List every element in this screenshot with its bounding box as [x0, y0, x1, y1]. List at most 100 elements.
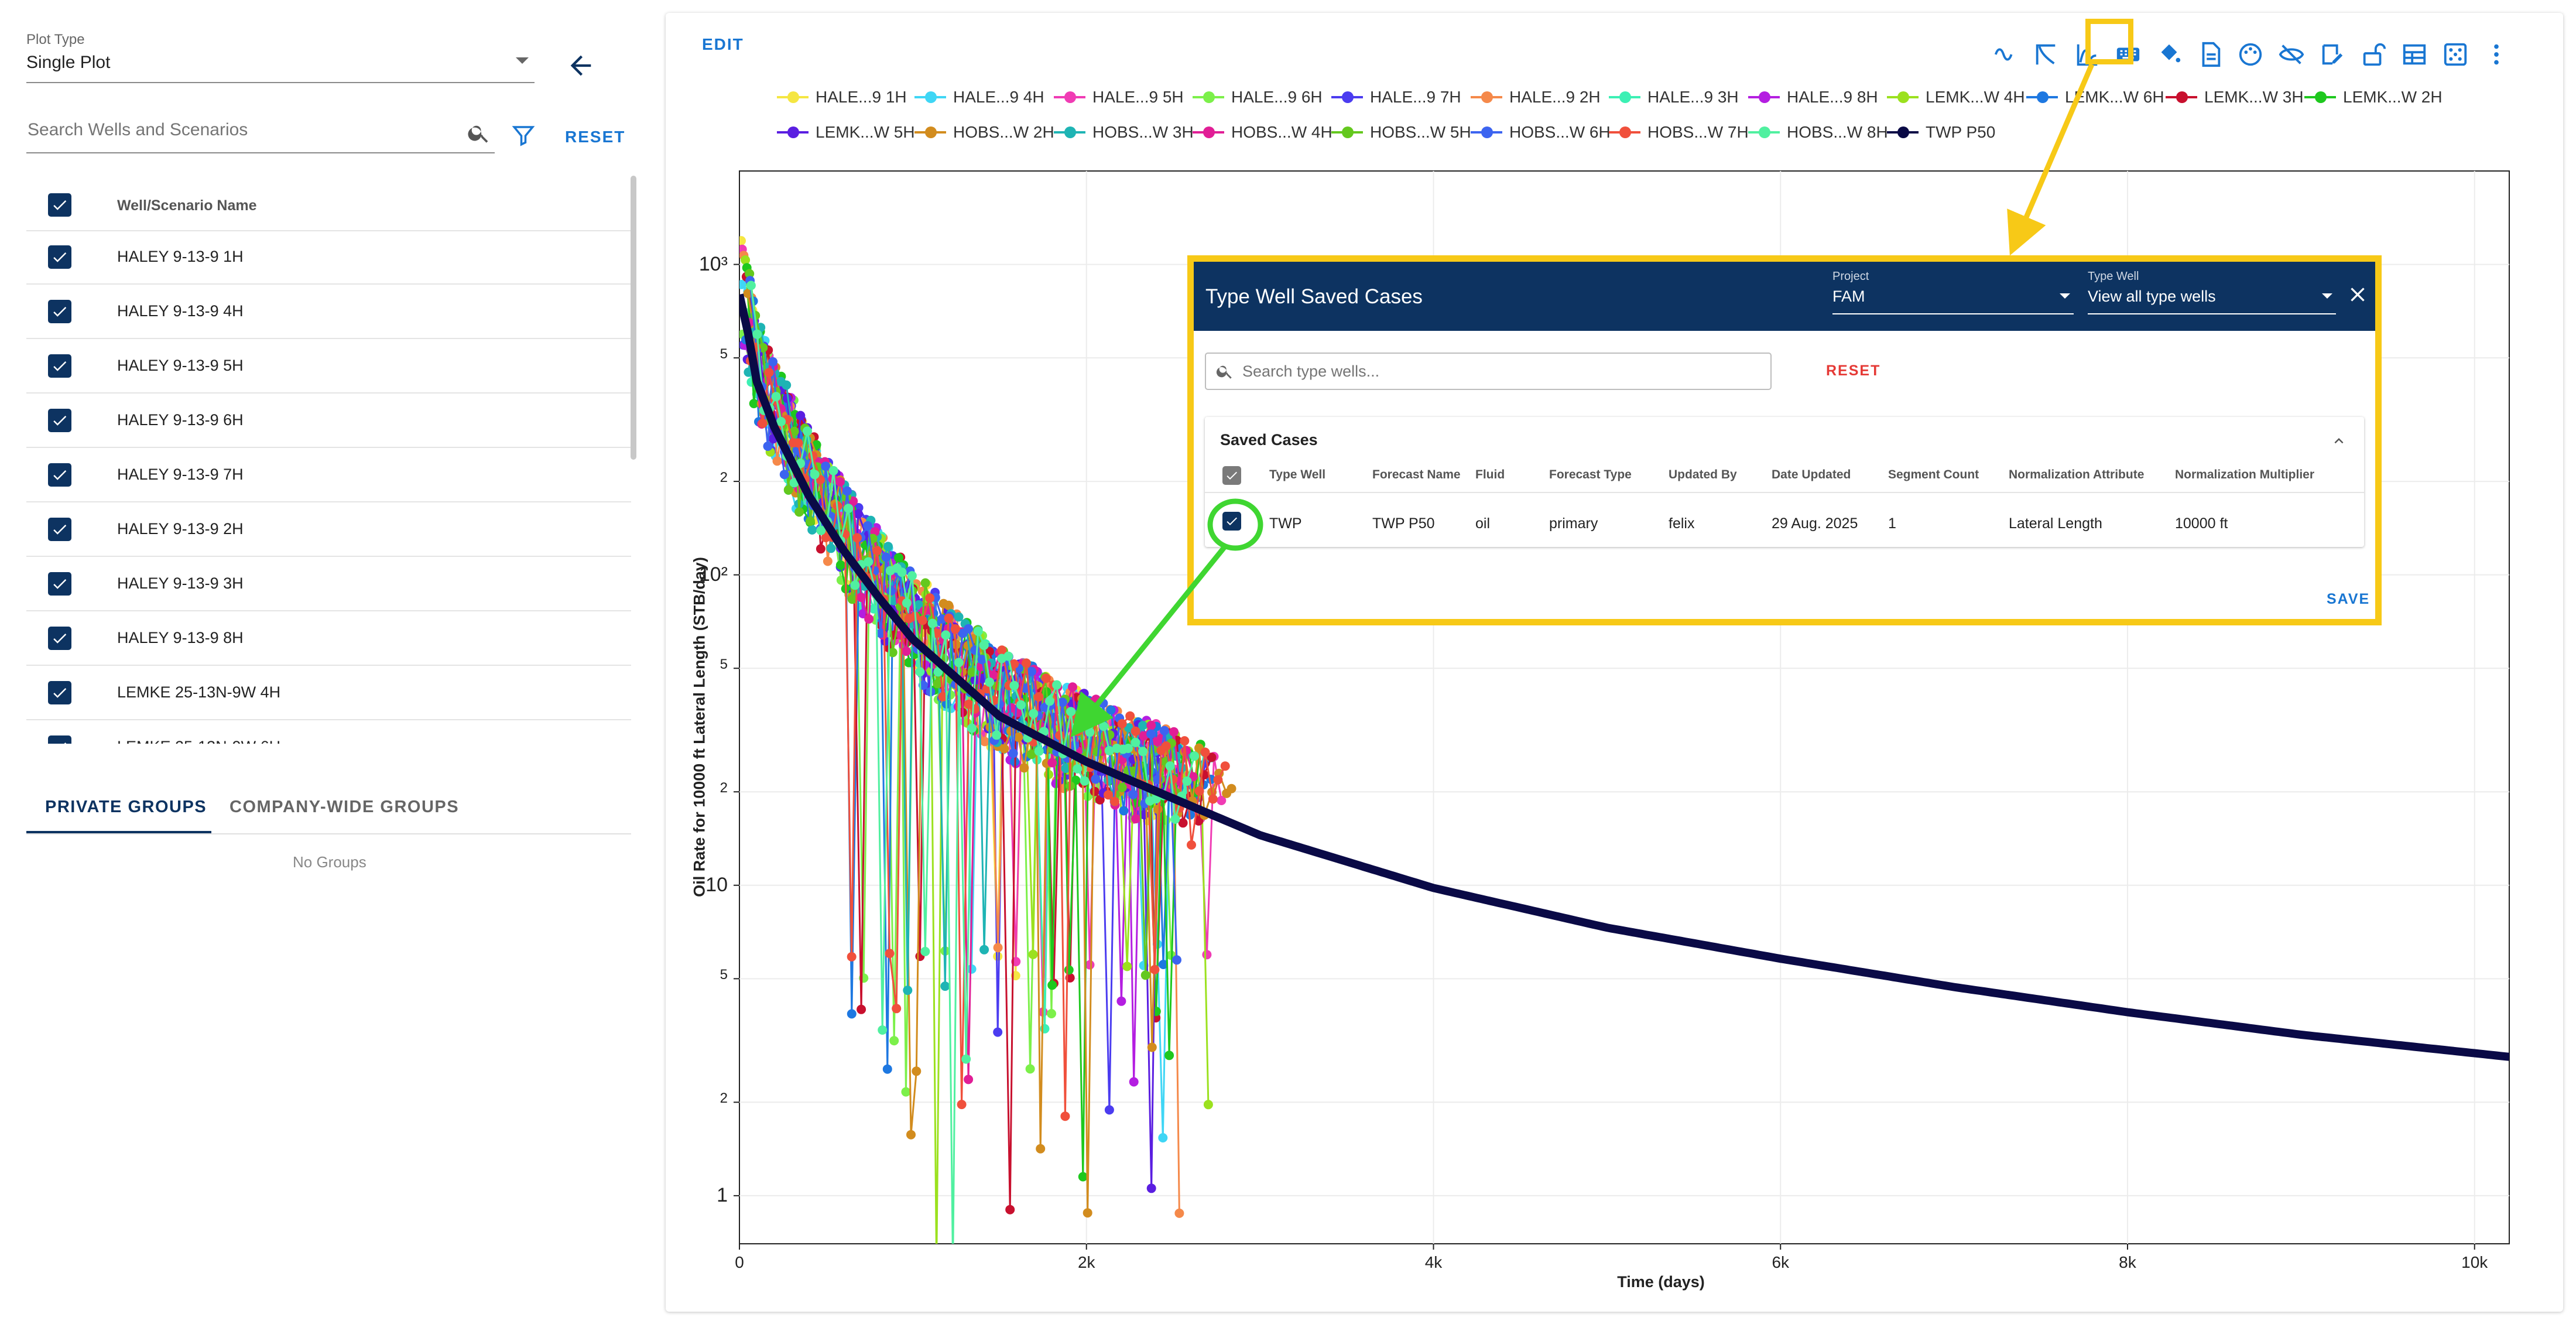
column-header[interactable]: Segment Count	[1888, 468, 1979, 481]
legend-item[interactable]: HALE...9 7H	[1331, 88, 1461, 107]
reset-button[interactable]: RESET	[565, 128, 626, 146]
column-header[interactable]: Normalization Attribute	[2009, 468, 2145, 481]
well-checkbox[interactable]	[48, 300, 71, 323]
table-row[interactable]: HALEY 9-13-9 3H	[0, 557, 638, 611]
document-icon[interactable]	[2193, 37, 2227, 71]
well-series-point	[1025, 1064, 1035, 1074]
decline-curve-icon[interactable]	[2029, 37, 2063, 71]
save-button[interactable]: SAVE	[2327, 591, 2371, 607]
column-header[interactable]: Updated By	[1669, 468, 1737, 481]
search-wells-input[interactable]	[26, 119, 450, 141]
table-cell: TWP P50	[1372, 515, 1435, 532]
legend-item[interactable]: HOBS...W 8H	[1748, 123, 1888, 142]
well-series-point	[1078, 1172, 1088, 1182]
well-series-point	[828, 466, 838, 475]
legend-item[interactable]: HOBS...W 7H	[1609, 123, 1749, 142]
legend-item[interactable]: HOBS...W 5H	[1331, 123, 1471, 142]
legend-item[interactable]: HALE...9 8H	[1748, 88, 1878, 107]
well-checkbox[interactable]	[48, 518, 71, 541]
table-row[interactable]: HALEY 9-13-9 7H	[0, 448, 638, 502]
y-tick-label: 2	[720, 780, 728, 796]
edit-button[interactable]: EDIT	[702, 35, 744, 53]
select-all-cases-checkbox[interactable]	[1222, 466, 1241, 485]
well-series-point	[793, 438, 803, 448]
table-row[interactable]: HALEY 9-13-9 2H	[0, 502, 638, 557]
well-series-point	[964, 624, 974, 634]
column-header[interactable]: Date Updated	[1772, 468, 1851, 481]
table-row[interactable]: LEMKE 25-13N-9W 6H	[0, 720, 638, 744]
legend-item[interactable]: LEMK...W 4H	[1887, 88, 2025, 107]
wave-icon[interactable]	[1989, 37, 2023, 71]
project-dropdown-icon	[2060, 293, 2070, 299]
well-series-point	[807, 525, 817, 535]
table-row[interactable]: HALEY 9-13-9 5H	[0, 339, 638, 394]
well-series-point	[1019, 763, 1029, 773]
table-row[interactable]: HALEY 9-13-9 8H	[0, 611, 638, 666]
well-checkbox[interactable]	[48, 572, 71, 596]
well-series-point	[902, 598, 912, 608]
well-checkbox[interactable]	[48, 354, 71, 378]
unlock-icon[interactable]	[2356, 37, 2390, 71]
dialog-reset-button[interactable]: RESET	[1826, 362, 1881, 379]
search-wells-field[interactable]	[26, 115, 495, 153]
column-header[interactable]: Normalization Multiplier	[2175, 468, 2315, 481]
legend-item[interactable]: HALE...9 3H	[1609, 88, 1739, 107]
well-series-point	[1104, 746, 1114, 755]
well-series-point	[1187, 840, 1196, 850]
well-checkbox[interactable]	[48, 463, 71, 487]
table-row[interactable]: HALEY 9-13-9 1H	[0, 230, 638, 285]
legend-item[interactable]: HALE...9 2H	[1471, 88, 1601, 107]
note-edit-icon[interactable]	[2315, 37, 2349, 71]
filter-icon[interactable]	[511, 123, 536, 150]
search-type-wells-input[interactable]	[1241, 362, 1759, 381]
eye-off-icon[interactable]	[2274, 37, 2308, 71]
collapse-back-icon[interactable]	[566, 50, 596, 81]
typewell-select[interactable]: View all type wells	[2088, 285, 2336, 314]
legend-item[interactable]: LEMK...W 2H	[2304, 88, 2443, 107]
tab-private-groups[interactable]: PRIVATE GROUPS	[45, 798, 207, 816]
table-row[interactable]: LEMKE 25-13N-9W 4H	[0, 666, 638, 720]
case-row-checkbox[interactable]	[1222, 512, 1241, 531]
more-vert-icon[interactable]	[2479, 37, 2513, 71]
search-icon[interactable]	[467, 121, 491, 148]
close-icon[interactable]	[2346, 283, 2369, 309]
legend-item[interactable]: HALE...9 5H	[1054, 88, 1184, 107]
legend-item[interactable]: HALE...9 6H	[1193, 88, 1323, 107]
legend-item[interactable]: HALE...9 4H	[914, 88, 1044, 107]
paint-bucket-icon[interactable]	[2152, 37, 2186, 71]
well-series-point	[1047, 758, 1057, 768]
column-header[interactable]: Type Well	[1269, 468, 1326, 481]
column-header[interactable]: Forecast Type	[1549, 468, 1632, 481]
legend-item[interactable]: HOBS...W 2H	[914, 123, 1054, 142]
y-tick-label: 5	[720, 967, 728, 983]
legend-item[interactable]: HOBS...W 3H	[1054, 123, 1194, 142]
well-checkbox[interactable]	[48, 245, 71, 269]
column-header[interactable]: Forecast Name	[1372, 468, 1461, 481]
legend-item[interactable]: HOBS...W 4H	[1193, 123, 1332, 142]
well-series-point	[961, 1054, 971, 1064]
legend-item[interactable]: HOBS...W 6H	[1471, 123, 1611, 142]
well-checkbox[interactable]	[48, 409, 71, 432]
well-checkbox[interactable]	[48, 735, 71, 744]
chevron-up-icon[interactable]	[2330, 432, 2348, 453]
legend-item[interactable]: LEMK...W 5H	[777, 123, 915, 142]
plot-type-select[interactable]: Single Plot	[26, 49, 535, 83]
column-header[interactable]: Fluid	[1475, 468, 1505, 481]
well-checkbox[interactable]	[48, 627, 71, 650]
search-type-wells-field[interactable]	[1205, 353, 1772, 390]
table-row[interactable]: HALEY 9-13-9 4H	[0, 285, 638, 339]
legend-item[interactable]: HALE...9 1H	[777, 88, 907, 107]
well-list-scrollbar[interactable]	[631, 176, 636, 460]
palette-icon[interactable]	[2234, 37, 2267, 71]
scatter-icon[interactable]	[2438, 37, 2472, 71]
tab-company-wide-groups[interactable]: COMPANY-WIDE GROUPS	[229, 798, 460, 816]
legend-item[interactable]: TWP P50	[1887, 123, 1995, 142]
well-series-point	[1125, 711, 1135, 721]
legend-item[interactable]: LEMK...W 3H	[2166, 88, 2304, 107]
well-checkbox[interactable]	[48, 681, 71, 704]
select-all-checkbox[interactable]	[48, 193, 71, 217]
table-row[interactable]: HALEY 9-13-9 6H	[0, 394, 638, 448]
project-select[interactable]: FAM	[1832, 285, 2074, 314]
dialog-title: Type Well Saved Cases	[1205, 285, 1423, 308]
table-icon[interactable]	[2397, 37, 2431, 71]
